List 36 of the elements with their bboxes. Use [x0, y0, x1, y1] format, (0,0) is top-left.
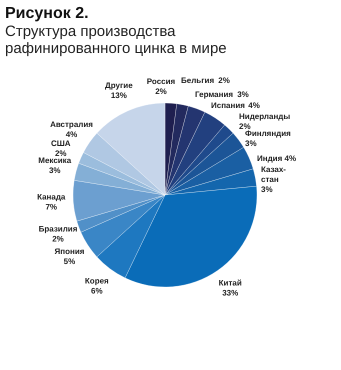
- chart-title: Рисунок 2.: [5, 5, 89, 22]
- slice-label: Казах- стан: [261, 165, 286, 184]
- data-label: 3%: [261, 185, 273, 194]
- slice-label: Мексика: [38, 156, 72, 166]
- slice-label: Бельгия: [181, 76, 214, 85]
- data-label: 3%: [237, 90, 249, 99]
- chart-subtitle: Структура производства рафинированного цинка в мире: [5, 23, 227, 57]
- data-label: 4%: [284, 154, 296, 163]
- data-label: 2%: [218, 76, 230, 85]
- slice-label: Индия: [257, 154, 283, 163]
- slice-label: Германия: [195, 90, 234, 99]
- slice-label: Другие: [105, 80, 134, 90]
- slice-label: Япония: [54, 247, 85, 256]
- slice-label: Канада: [37, 192, 66, 202]
- data-label: 13%: [110, 90, 127, 100]
- slice-label: Нидерланды: [239, 112, 290, 121]
- slice-label: Австралия: [50, 120, 94, 129]
- data-label: 2%: [239, 122, 251, 131]
- data-label: 4%: [66, 130, 78, 139]
- slice-label: США: [50, 138, 71, 148]
- slice-label: Бразилия: [38, 224, 78, 234]
- data-label: 5%: [64, 257, 76, 266]
- data-label: 4%: [248, 101, 260, 110]
- data-label: 6%: [91, 286, 103, 296]
- data-label: 2%: [52, 234, 64, 244]
- data-label: 3%: [245, 139, 257, 148]
- data-label: 2%: [54, 148, 67, 158]
- slice-label: Корея: [84, 276, 110, 286]
- data-label: 2%: [155, 87, 167, 96]
- slice-label: Испания: [211, 101, 246, 110]
- slice-label: Финляндия: [245, 129, 292, 138]
- data-label: 7%: [45, 202, 58, 212]
- data-label: 3%: [48, 166, 61, 176]
- data-label: 33%: [222, 288, 238, 298]
- slice-label: Россия: [146, 77, 176, 86]
- slice-label: Китай: [218, 278, 242, 288]
